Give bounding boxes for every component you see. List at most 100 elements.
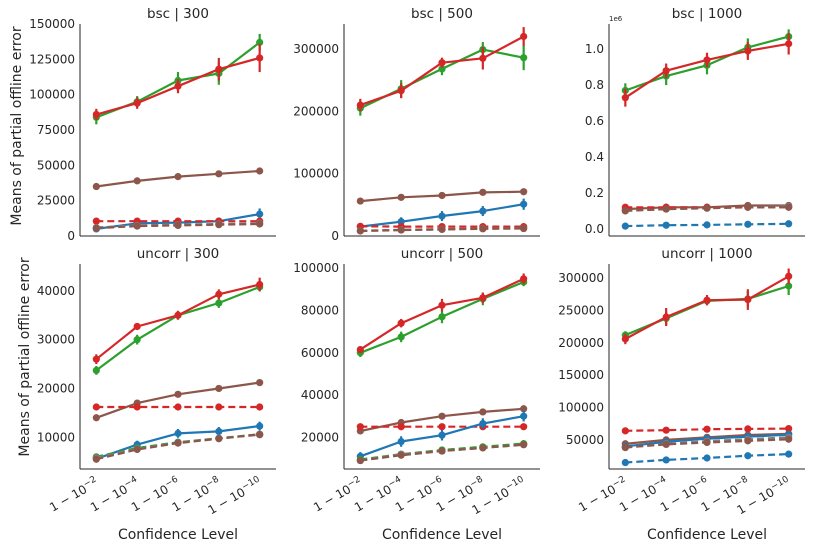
data-point — [256, 379, 264, 387]
data-point — [785, 424, 793, 433]
x-tick-label-base: 1 − 10 — [735, 485, 777, 517]
data-point — [703, 296, 711, 304]
y-tick-label: 0.6 — [585, 114, 604, 128]
panel-title: bsc | 1000 — [672, 6, 743, 22]
data-point — [356, 456, 364, 465]
data-point — [662, 313, 670, 321]
y-tick-label: 0.8 — [585, 78, 604, 92]
data-point — [744, 452, 752, 460]
data-point — [479, 419, 487, 428]
data-point — [397, 193, 405, 201]
series-red-solid — [92, 277, 264, 365]
x-tick-label-exponent: −10 — [240, 474, 262, 492]
data-point — [92, 217, 100, 225]
data-point — [744, 47, 752, 55]
y-tick-label: 50000 — [37, 158, 75, 172]
panel-title: bsc | 300 — [147, 6, 209, 22]
data-point — [520, 441, 528, 449]
data-point — [621, 94, 629, 102]
data-point — [397, 218, 405, 226]
data-point — [785, 450, 793, 458]
x-tick-label-base: 1 − 10 — [658, 482, 700, 514]
series-blue-solid — [356, 410, 528, 461]
y-tick-label: 0.2 — [585, 186, 604, 200]
y-tick-label: 0 — [67, 229, 75, 243]
x-axis-label: Confidence Level — [647, 527, 767, 543]
data-point — [215, 435, 223, 443]
series-red-solid — [356, 27, 528, 112]
x-tick-label-base: 1 − 10 — [393, 482, 435, 514]
data-point — [744, 203, 752, 211]
series-green-solid — [621, 276, 793, 340]
data-point — [397, 226, 405, 234]
data-point — [520, 275, 528, 283]
data-point — [520, 188, 528, 196]
data-point — [438, 313, 446, 321]
data-point — [174, 390, 182, 398]
data-point — [356, 345, 364, 354]
series-line — [95, 381, 260, 419]
data-point — [479, 54, 487, 62]
series-blue-dashed — [621, 220, 793, 230]
data-point — [438, 447, 446, 455]
data-point — [356, 101, 364, 109]
panel-0: bsc | 300 0 25000 50000 75000 100000 125000 150… — [29, 6, 276, 243]
data-point — [785, 203, 793, 211]
data-point — [479, 207, 487, 215]
data-point — [92, 414, 100, 422]
y-axis-label-top: Means of partial offline error — [9, 26, 25, 225]
y-offset-label: 1e6 — [609, 15, 623, 23]
data-point — [621, 335, 629, 343]
data-point — [703, 204, 711, 212]
data-point — [215, 427, 223, 436]
data-point — [479, 408, 487, 416]
data-point — [479, 225, 487, 233]
data-point — [621, 443, 629, 451]
data-point — [133, 322, 141, 331]
y-tick-label: 200000 — [293, 104, 339, 118]
data-point — [215, 290, 223, 298]
data-point — [133, 222, 141, 230]
data-point — [174, 429, 182, 437]
data-point — [785, 272, 793, 280]
series-brown-dashed — [356, 224, 528, 235]
data-point — [520, 405, 528, 413]
x-tick-label-base: 1 − 10 — [47, 482, 89, 514]
data-point — [174, 439, 182, 447]
data-point — [215, 170, 223, 178]
y-tick-label: 125000 — [29, 52, 75, 66]
panel-title: uncorr | 500 — [401, 246, 484, 262]
data-point — [174, 311, 182, 319]
x-tick-label-exponent: −10 — [769, 474, 791, 492]
y-tick-label: 40000 — [37, 284, 75, 298]
y-axis-label-bottom: Means of partial offline error — [17, 257, 33, 456]
data-point — [92, 403, 100, 411]
data-point — [174, 221, 182, 229]
y-tick-label: 0.4 — [585, 150, 604, 164]
data-point — [621, 207, 629, 215]
y-tick-label: 100000 — [29, 88, 75, 102]
series-brown-dashed — [92, 220, 264, 232]
y-tick-label: 60000 — [301, 346, 339, 360]
series-brown-dashed — [356, 441, 528, 465]
x-axis-label: Confidence Level — [118, 527, 238, 543]
data-point — [397, 423, 405, 431]
panels-group: bsc | 3000250005000075000100000125000150… — [29, 6, 805, 543]
data-point — [133, 177, 141, 185]
y-tick-label: 300000 — [558, 271, 604, 285]
data-point — [397, 319, 405, 327]
series-red-solid — [621, 268, 793, 345]
x-tick-label-base: 1 − 10 — [352, 482, 394, 514]
data-point — [662, 205, 670, 213]
data-point — [438, 65, 446, 73]
series-brown-dashed — [621, 203, 793, 215]
data-point — [256, 403, 264, 411]
data-point — [92, 182, 100, 191]
data-point — [520, 54, 528, 62]
data-point — [662, 456, 670, 464]
data-point — [397, 451, 405, 459]
panel-5: uncorr | 1000 50000 100000 150000 200000 2500… — [558, 246, 805, 543]
data-point — [662, 426, 670, 434]
panel-title: bsc | 500 — [411, 6, 473, 22]
